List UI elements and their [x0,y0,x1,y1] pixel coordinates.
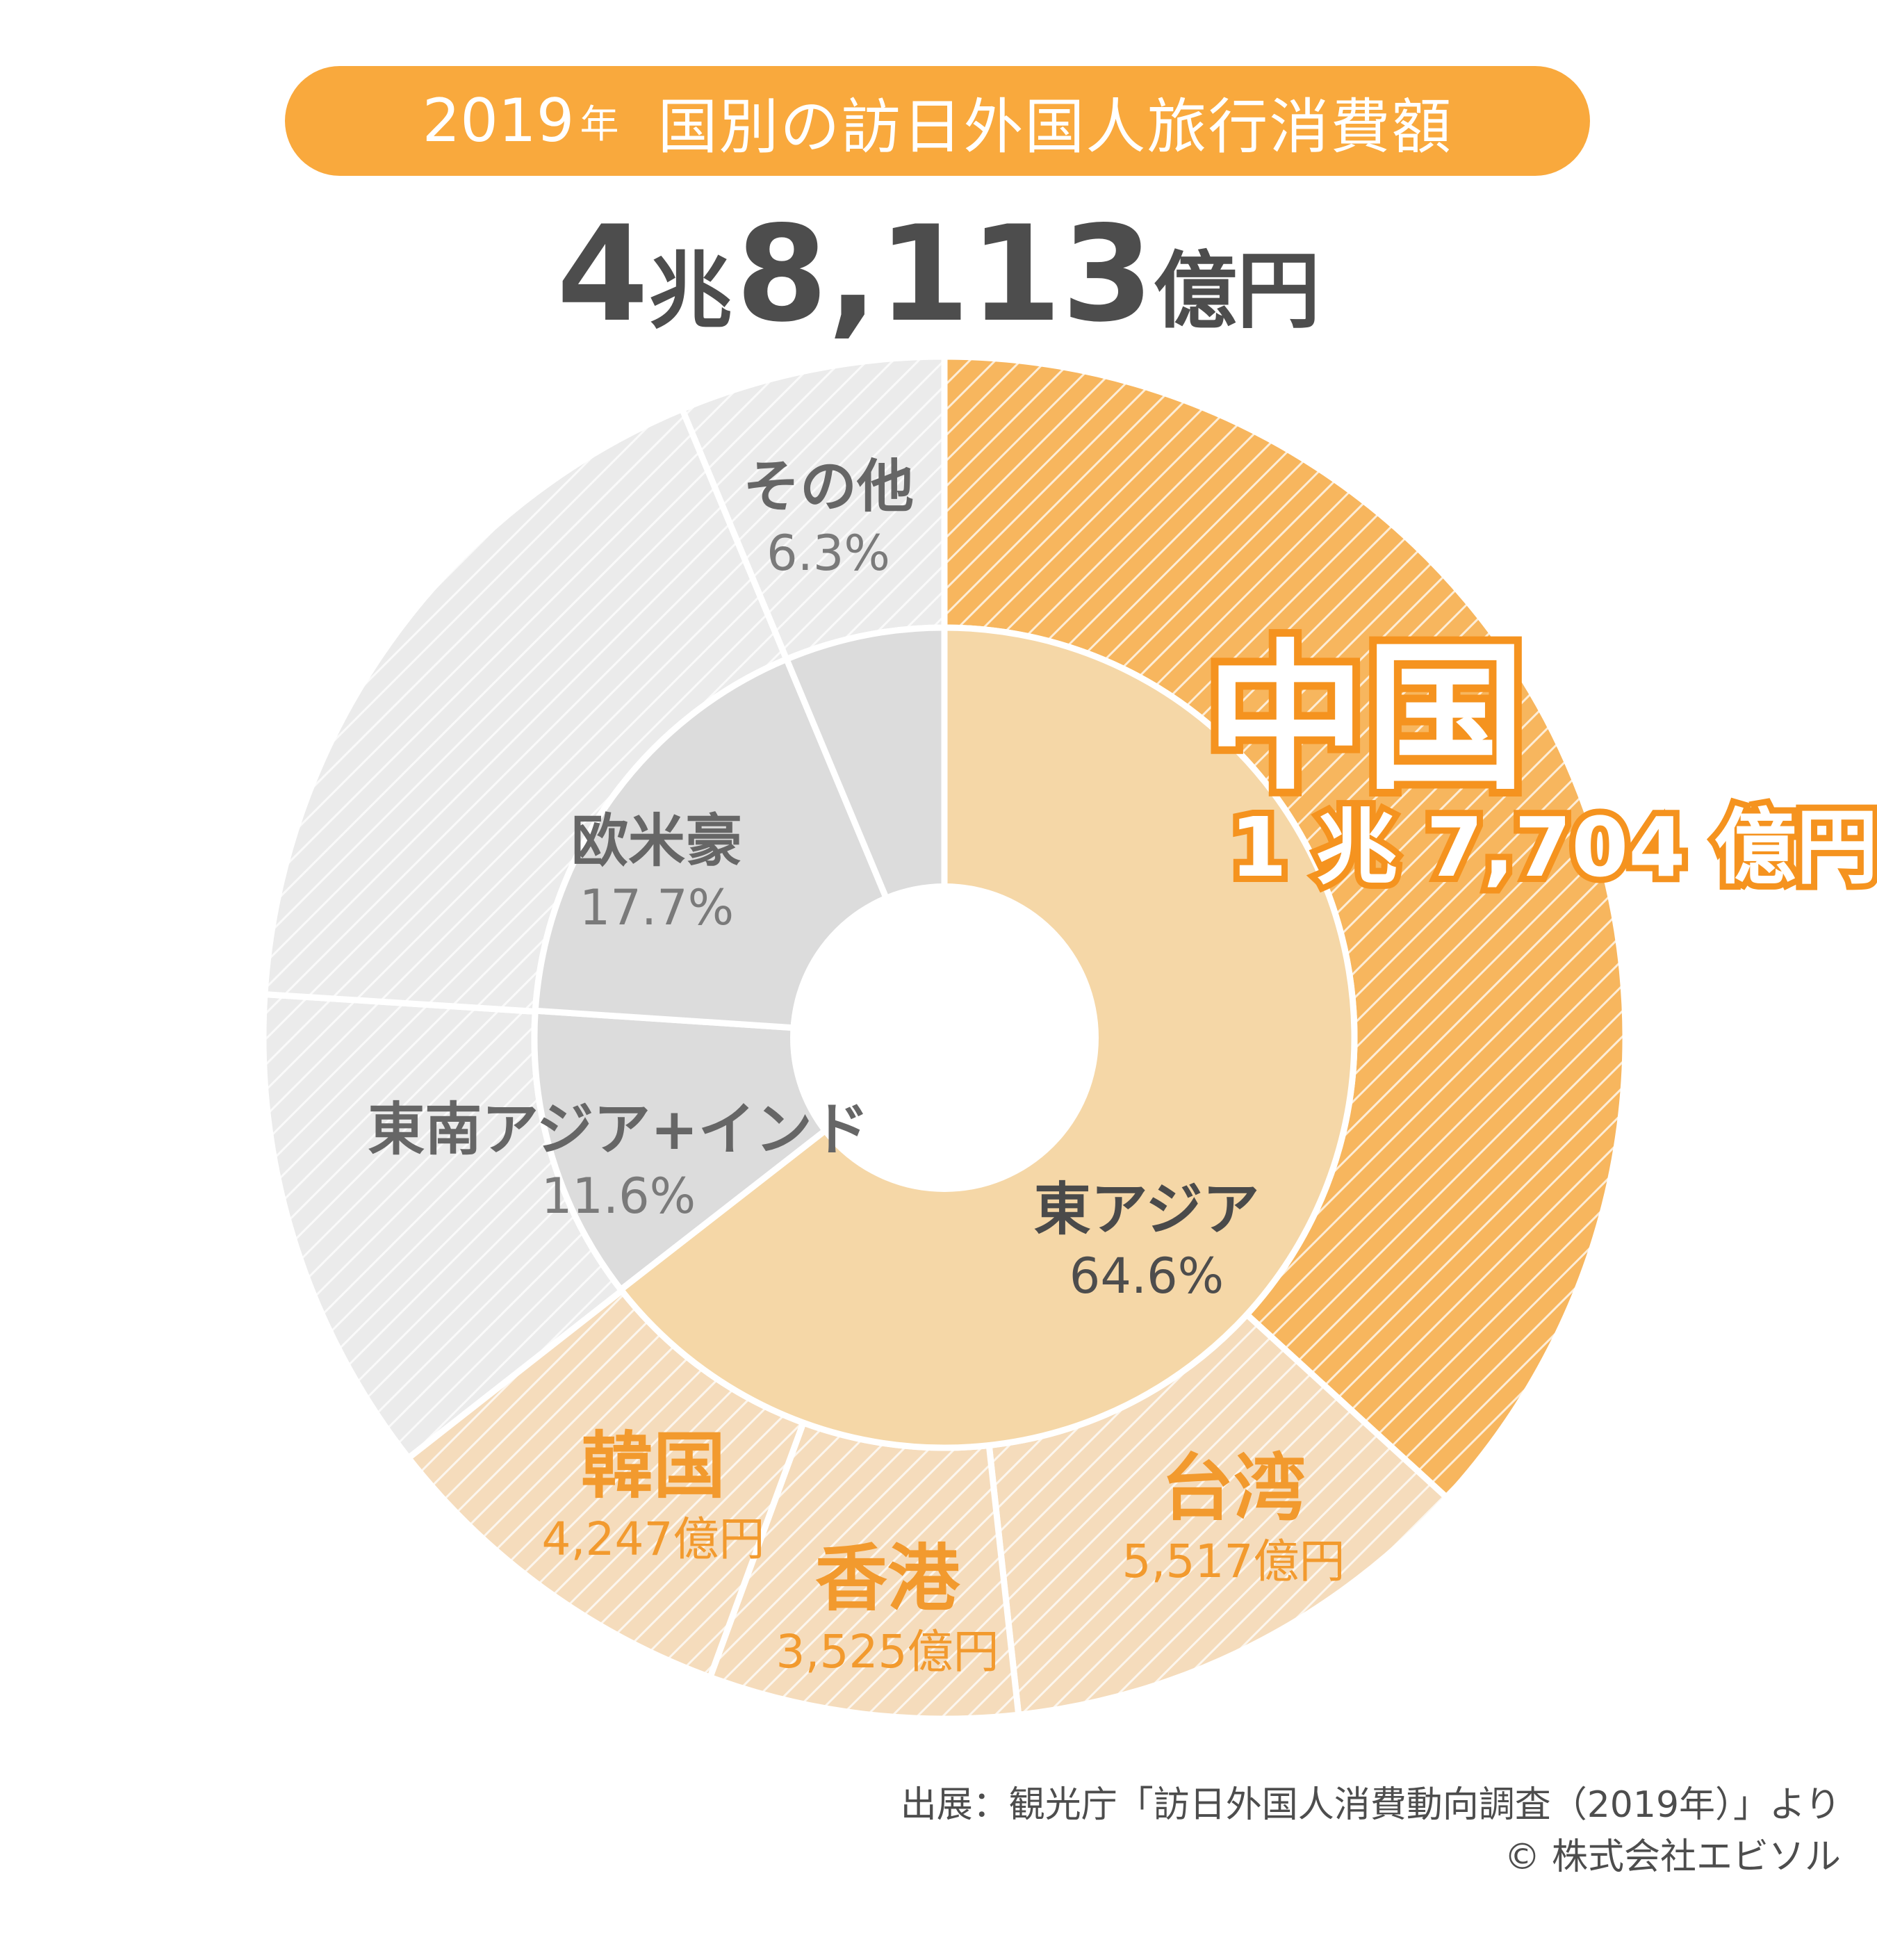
label-china-name: 中国 [1198,626,1533,812]
title-banner: 2019 年 国別の訪日外国人旅行消費額 [285,66,1590,176]
label-other: その他 6.3% [743,452,914,584]
label-west: 欧米豪 17.7% [571,806,742,938]
label-east-asia: 東アジア 64.6% [1034,1175,1260,1307]
label-china-value: 1 兆 7,704 億円 [1224,799,1877,895]
label-hongkong-name: 香港 [814,1535,960,1621]
label-sea-india-name: 東南アジア+インド [368,1097,869,1163]
outer-ring [260,353,1629,1722]
total-amount: 4兆 8,113億円 [0,209,1877,341]
total-trillion-unit: 兆 [648,243,732,340]
outer-hatch-2 [710,1422,1019,1720]
title-year-unit: 年 [580,101,619,147]
total-trillion: 4 [557,197,649,351]
label-korea-name: 韓国 [580,1423,726,1508]
label-west-name: 欧米豪 [571,808,743,874]
outer-hatch-3 [408,1291,804,1678]
copyright: © 株式会社エビソル [1504,1836,1841,1879]
label-hongkong: 香港 3,525億円 [776,1533,999,1681]
label-other-value: 6.3% [767,524,890,582]
label-west-value: 17.7% [579,879,735,936]
label-hongkong-value: 3,525億円 [776,1624,999,1679]
footer: 出展：観光庁「訪日外国人消費動向調査（2019年）」より © 株式会社エビソル [901,1779,1841,1884]
inner-divider-1 [531,1007,953,1294]
label-korea: 韓国 4,247億円 [542,1421,765,1569]
total-unit: 億円 [1153,243,1320,340]
inner-divider-2 [532,655,949,1041]
inner-divider-0 [616,624,1358,1451]
label-sea-india: 東南アジア+インド 11.6% [368,1095,869,1227]
source-note: 出展：観光庁「訪日外国人消費動向調査（2019年）」より [900,1784,1841,1826]
outer-hatch-5 [264,409,787,1012]
inner-divider-3 [782,624,948,1039]
label-other-name: その他 [742,454,915,520]
outer-hatch-1 [989,1314,1447,1715]
label-korea-value: 4,247億円 [541,1512,765,1566]
total-hundred-million: 8,113 [735,197,1154,351]
label-east-asia-value: 64.6% [1069,1247,1224,1305]
outer-hatch-4 [263,994,622,1458]
outer-hatch-0 [944,357,1625,1498]
label-taiwan-value: 5,517億円 [1122,1534,1345,1588]
title-year: 2019 [422,86,575,156]
donut-hole [790,883,1099,1192]
label-east-asia-name: 東アジア [1033,1177,1260,1243]
chart-title: 国別の訪日外国人旅行消費額 [657,92,1453,162]
label-sea-india-value: 11.6% [541,1167,696,1225]
outer-hatch-6 [682,357,944,660]
label-taiwan-name: 台湾 [1161,1445,1306,1530]
label-taiwan: 台湾 5,517億円 [1122,1443,1345,1591]
